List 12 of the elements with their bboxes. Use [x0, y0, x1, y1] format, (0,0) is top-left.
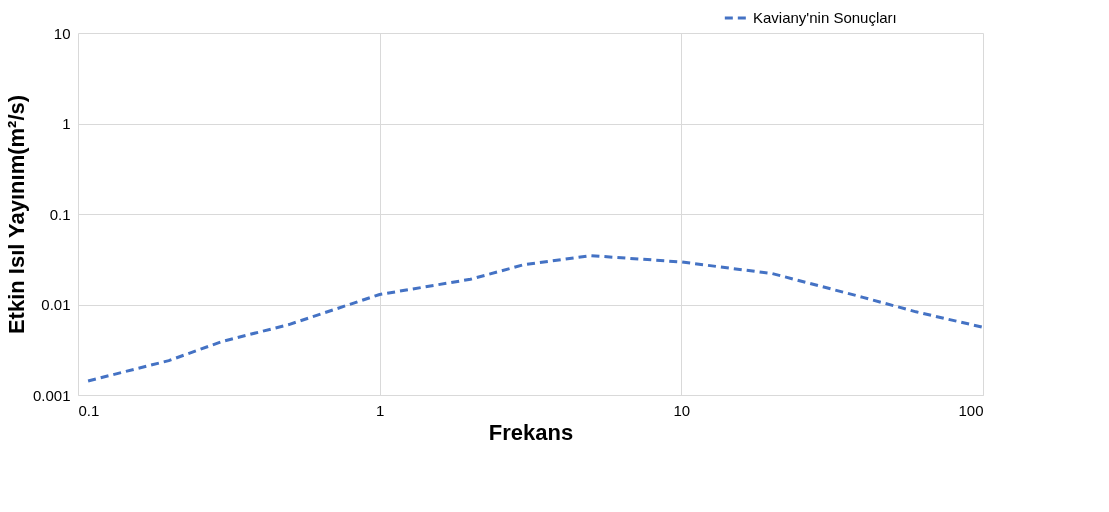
y-tick-label: 0.1 [49, 205, 71, 223]
y-tick-label: 1 [62, 115, 71, 132]
y-tick-label: 0.001 [32, 386, 71, 404]
y-tick-label: 10 [53, 24, 71, 42]
x-tick-label: 10 [673, 401, 691, 419]
x-tick-label: 100 [958, 401, 984, 419]
y-axis-title: Etkin Isıl Yayınım(m²/s) [3, 94, 29, 335]
x-tick-label: 1 [375, 401, 385, 419]
y-tick-label: 0.01 [41, 296, 71, 313]
x-axis-title: Frekans [488, 419, 574, 445]
legend-label: Kaviany'nin Sonuçları [753, 9, 897, 26]
x-tick-label: 0.1 [78, 401, 100, 419]
